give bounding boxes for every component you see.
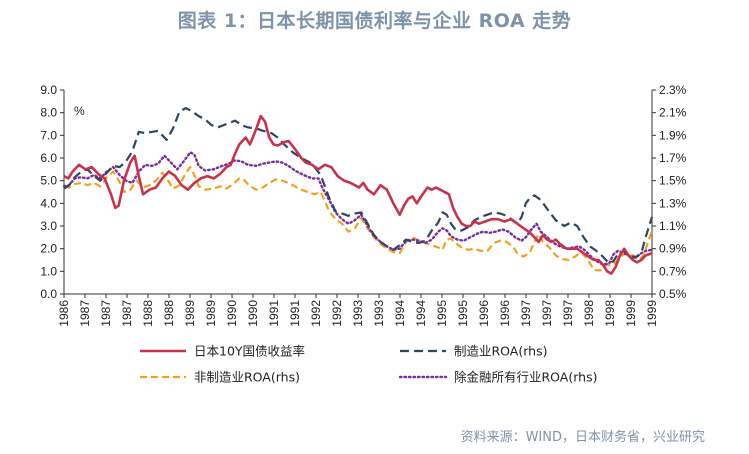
series-line-mfg-roa [63, 107, 654, 265]
right-axis-tick-label: 0.9% [659, 242, 687, 256]
right-axis-tick-label: 0.7% [659, 264, 687, 278]
right-axis-tick-label: 1.1% [659, 219, 687, 233]
series-line-jgb-10y [63, 114, 653, 275]
series-layer [62, 107, 654, 275]
legend-label-nonmfg: 非制造业ROA(rhs) [194, 370, 300, 385]
left-axis-tick-label: 4.0 [40, 196, 57, 210]
x-axis-tick-label: 1999 [645, 300, 659, 327]
left-axis-tick-label: 0.0 [40, 287, 57, 301]
left-axis-unit-label: % [74, 104, 85, 118]
left-axis-tick-label: 3.0 [40, 219, 57, 233]
left-axis-tick-label: 9.0 [40, 83, 57, 97]
chart-title: 图表 1：日本长期国债利率与企业 ROA 走势 [177, 10, 572, 32]
left-axis-tick-label: 2.0 [40, 242, 57, 256]
x-axis-tick-label: 1997 [519, 300, 533, 327]
x-axis-tick-label: 1987 [99, 300, 113, 327]
x-axis-tick-label: 1997 [561, 300, 575, 327]
left-axis-tick-label: 7.0 [40, 128, 57, 142]
x-axis-tick-label: 1996 [477, 300, 491, 327]
x-axis-tick-label: 1991 [288, 300, 302, 327]
left-axis-tick-label: 6.0 [40, 151, 57, 165]
legend-label-jgb: 日本10Y国债收益率 [194, 344, 305, 359]
legend-label-exfin: 除金融所有行业ROA(rhs) [454, 370, 597, 385]
right-axis-tick-label: 1.9% [659, 128, 687, 142]
x-axis-tick-label: 1988 [162, 300, 176, 327]
right-axis-tick-label: 2.3% [659, 83, 687, 97]
x-axis-tick-label: 1995 [456, 300, 470, 327]
x-axis-tick-label: 1996 [498, 300, 512, 327]
x-axis-tick-label: 1992 [309, 300, 323, 327]
right-axis-tick-label: 0.5% [659, 287, 687, 301]
legend-label-mfg: 制造业ROA(rhs) [454, 344, 547, 359]
x-axis-tick-label: 1990 [246, 300, 260, 327]
series-line-exfin-roa [62, 151, 654, 266]
right-axis-tick-label: 1.5% [659, 174, 687, 188]
left-axis-tick-label: 1.0 [40, 264, 57, 278]
legend: 日本10Y国债收益率 制造业ROA(rhs) 非制造业ROA(rhs) 除金融所… [140, 344, 597, 385]
x-axis-tick-label: 1994 [393, 300, 407, 327]
axes-layer: 0.0 1.0 2.0 3.0 4.0 5.0 6.0 7.0 8.0 9.0 0.5% 0.7% 0.… [40, 83, 686, 327]
right-axis-tick-label: 1.3% [659, 196, 687, 210]
x-axis-tick-label: 1988 [141, 300, 155, 327]
source-note: 资料来源：WIND，日本财务省，兴业研究 [460, 430, 705, 445]
right-axis-tick-label: 2.1% [659, 106, 687, 120]
x-axis-tick-label: 1993 [351, 300, 365, 327]
left-axis-tick-label: 8.0 [40, 106, 57, 120]
x-axis-tick-label: 1987 [78, 300, 92, 327]
x-axis-tick-label: 1986 [57, 300, 71, 327]
x-axis-tick-label: 1992 [330, 300, 344, 327]
x-axis-tick-label: 1994 [414, 300, 428, 327]
right-axis-tick-label: 1.7% [659, 151, 687, 165]
x-axis-tick-label: 1989 [204, 300, 218, 327]
x-axis-tick-label: 1997 [540, 300, 554, 327]
x-axis-tick-label: 1987 [120, 300, 134, 327]
x-axis-tick-label: 1989 [183, 300, 197, 327]
x-axis-tick-label: 1993 [372, 300, 386, 327]
x-axis-tick-label: 1998 [603, 300, 617, 327]
x-axis-tick-label: 1999 [624, 300, 638, 327]
x-axis-tick-label: 1995 [435, 300, 449, 327]
left-axis-tick-label: 5.0 [40, 174, 57, 188]
x-axis-tick-label: 1991 [267, 300, 281, 327]
x-axis-tick-label: 1998 [582, 300, 596, 327]
x-axis-tick-label: 1990 [225, 300, 239, 327]
